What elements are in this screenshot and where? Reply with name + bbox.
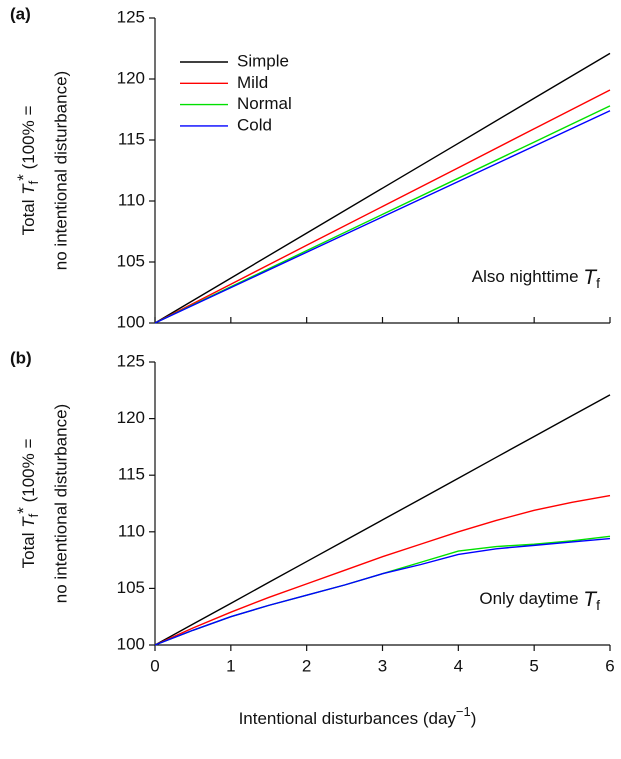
text-part: T (19, 516, 38, 528)
x-axis-label: Intentional disturbances (day−1) (239, 704, 477, 728)
x-tick-label: 1 (226, 656, 235, 675)
y-tick-label: 105 (117, 578, 145, 597)
y-tick-label: 125 (117, 351, 145, 370)
legend-label: Cold (237, 115, 272, 134)
text-part: ) (471, 709, 477, 728)
y-axis-label: Total Tf* (100% = (14, 439, 41, 569)
text-part: f (26, 513, 41, 517)
line-series (154, 105, 611, 324)
y-tick-label: 105 (117, 251, 145, 270)
x-tick-label: 2 (302, 656, 311, 675)
text-part: (100% = (19, 439, 38, 508)
panel-label: (b) (10, 348, 32, 367)
annotation: Also nighttime Tf (472, 266, 600, 291)
text-part: T (19, 183, 38, 195)
y-tick-label: 100 (117, 634, 145, 653)
x-tick-label: 3 (378, 656, 387, 675)
y-tick-label: 110 (118, 521, 145, 540)
panel-label: (a) (10, 4, 31, 23)
text-part: Intentional disturbances (day (239, 709, 457, 728)
x-tick-label: 6 (605, 656, 614, 675)
line-series (154, 494, 611, 646)
y-tick-label: 120 (117, 408, 145, 427)
line-series (154, 52, 611, 324)
text-part: Total (19, 195, 38, 236)
line-series (154, 394, 611, 646)
line-series (154, 110, 611, 324)
line-series (154, 537, 611, 646)
y-tick-label: 120 (117, 68, 145, 87)
text-part: f (596, 597, 600, 613)
annotation: Only daytime Tf (479, 588, 600, 613)
x-tick-label: 0 (150, 656, 159, 675)
text-part: Total (19, 528, 38, 569)
text-part: * (14, 507, 33, 514)
text-part: −1 (456, 704, 471, 719)
text-part: * (14, 174, 33, 181)
y-tick-label: 100 (117, 312, 145, 331)
line-series (154, 89, 611, 324)
x-tick-label: 5 (529, 656, 538, 675)
text-part: Only daytime (479, 589, 583, 608)
legend-label: Normal (237, 94, 292, 113)
y-tick-label: 110 (118, 190, 145, 209)
legend-label: Simple (237, 51, 289, 70)
y-axis-label: Total Tf* (100% = (14, 106, 41, 236)
y-axis-label: no intentional disturbance) (51, 71, 70, 270)
y-tick-label: 115 (118, 465, 145, 484)
text-part: f (26, 180, 41, 184)
text-part: f (596, 275, 600, 291)
y-tick-label: 115 (118, 129, 145, 148)
text-part: Also nighttime (472, 267, 584, 286)
text-part: (100% = (19, 106, 38, 175)
y-tick-label: 125 (117, 7, 145, 26)
text-part: T (583, 588, 598, 611)
text-part: T (583, 266, 598, 289)
y-axis-label: no intentional disturbance) (51, 404, 70, 603)
x-tick-label: 4 (454, 656, 463, 675)
legend-label: Mild (237, 73, 268, 92)
